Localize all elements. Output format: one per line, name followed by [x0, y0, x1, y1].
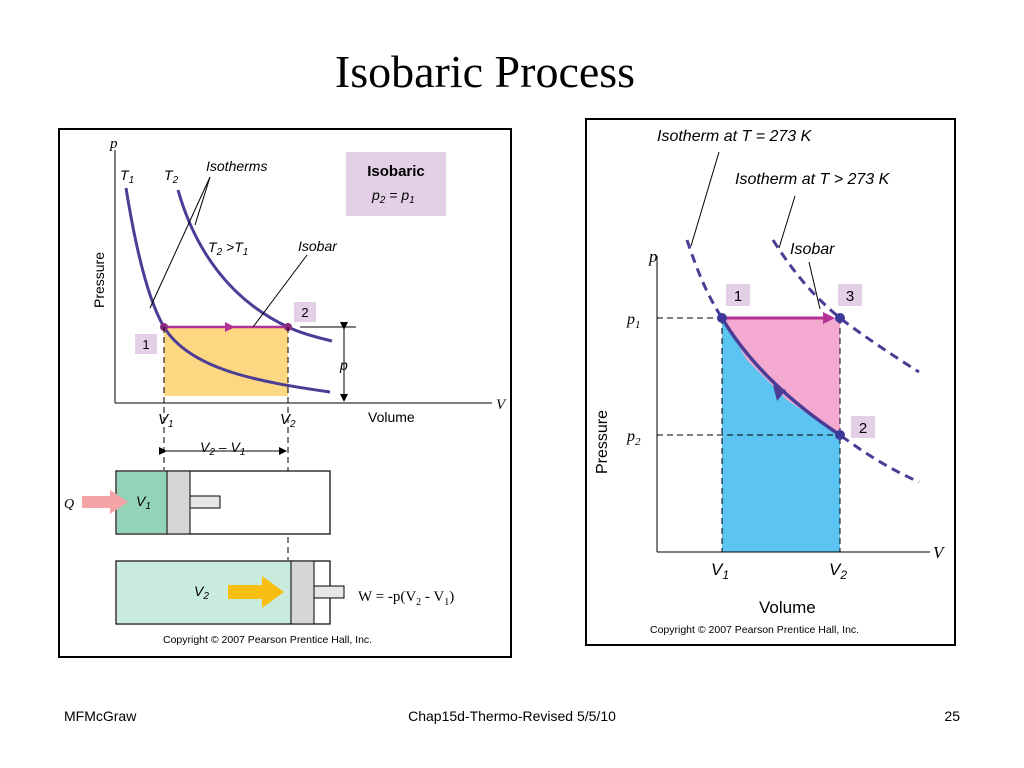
slide-title: Isobaric Process [334, 46, 636, 97]
right-point-3-label: 3 [846, 288, 854, 305]
cylinder-2-label: V2 [194, 583, 209, 602]
isotherm-t2-curve [176, 189, 333, 343]
point-1-label-box [135, 334, 157, 354]
p2-label: p2 [626, 428, 641, 448]
isotherm-273-dashed [685, 239, 920, 484]
cylinder-1-label: V1 [136, 493, 151, 512]
p1-label: p1 [626, 311, 641, 331]
heat-arrow [82, 490, 128, 514]
right-point-1-label: 1 [734, 288, 742, 305]
right-point-3-box [838, 284, 862, 306]
push-arrow [228, 576, 284, 608]
right-copyright: Copyright © 2007 Pearson Prentice Hall, … [650, 624, 859, 636]
isotherm-gt-273-leader [778, 195, 796, 249]
left-volume-label: Volume [368, 409, 415, 425]
t1-label: T1 [120, 167, 134, 186]
isotherm-gt-273-label: Isotherm at T > 273 K [735, 171, 891, 188]
right-point-3-marker [835, 313, 845, 323]
right-point-2-box [851, 416, 875, 438]
isotherm-273-leader [690, 151, 720, 247]
right-point-1-box [726, 284, 750, 306]
isotherm-1-2-arrowhead [773, 385, 786, 401]
isotherms-leader-1 [149, 176, 211, 309]
footer-title: Chap15d-Thermo-Revised 5/5/10 [408, 708, 616, 724]
left-axis-v: V [496, 397, 507, 413]
isobaric-label-box [346, 152, 446, 216]
isobar-label-left: Isobar [298, 238, 338, 254]
isobaric-box-title: Isobaric [367, 163, 425, 180]
isobar-1-3-arrowhead [823, 312, 835, 324]
right-volume-label: Volume [759, 598, 816, 617]
isotherm-gt-273-dashed [771, 239, 920, 374]
isotherm-273-label: Isotherm at T = 273 K [657, 128, 813, 145]
left-copyright: Copyright © 2007 Pearson Prentice Hall, … [163, 634, 372, 646]
cylinder-2-rod [313, 585, 345, 599]
point-1-label: 1 [142, 337, 149, 352]
isobar-leader [252, 254, 308, 328]
right-v2-label: V2 [829, 560, 847, 582]
right-figure-panel: Isotherm at T = 273 K Isotherm at T > 27… [585, 118, 956, 646]
q-label: Q [64, 497, 74, 512]
isobar-leader-right [808, 261, 821, 310]
left-v2-label: V2 [280, 411, 296, 430]
right-point-1-marker [717, 313, 727, 323]
point-2-label: 2 [301, 305, 308, 320]
p-dim-label: p [339, 357, 348, 373]
t2-gt-t1-label: T2 >T1 [208, 239, 248, 258]
footer-page-number: 25 [944, 708, 960, 724]
cylinder-1-rod [189, 495, 221, 509]
work-equation: W = -p(V2 - V1) [358, 589, 455, 608]
right-point-2-label: 2 [859, 420, 867, 437]
cylinder-2-piston [290, 560, 315, 625]
left-axis-p: p [109, 136, 118, 152]
left-v1-label: V1 [158, 411, 174, 430]
pv-comparison-diagram: Isotherm at T = 273 K Isotherm at T > 27… [594, 128, 946, 636]
right-pressure-label: Pressure [594, 410, 611, 474]
right-axis-p: p [648, 247, 658, 266]
point-2-label-box [294, 302, 316, 322]
isobaric-pv-diagram: p V T1 T2 Isotherms T2 >T1 Isobar Isobar… [64, 136, 507, 646]
t2-label: T2 [164, 167, 179, 186]
dv-label: V2 – V1 [200, 439, 245, 458]
work-area [164, 327, 288, 396]
isotherms-label: Isotherms [206, 158, 267, 174]
isobar-arrowhead [225, 322, 235, 332]
isobaric-box-eq: p2 = p1 [371, 187, 415, 206]
isotherms-leader-2 [194, 176, 211, 226]
left-pressure-label: Pressure [91, 252, 107, 308]
footer-author: MFMcGraw [64, 708, 137, 724]
cylinder-1-piston [166, 470, 191, 535]
left-figure-panel: p V T1 T2 Isotherms T2 >T1 Isobar Isobar… [58, 128, 512, 658]
isotherm-1-2-solid [720, 317, 841, 437]
right-v1-label: V1 [711, 560, 729, 582]
right-axis-v: V [933, 543, 946, 562]
isobar-label-right: Isobar [790, 241, 835, 258]
right-point-2-marker [835, 430, 845, 440]
